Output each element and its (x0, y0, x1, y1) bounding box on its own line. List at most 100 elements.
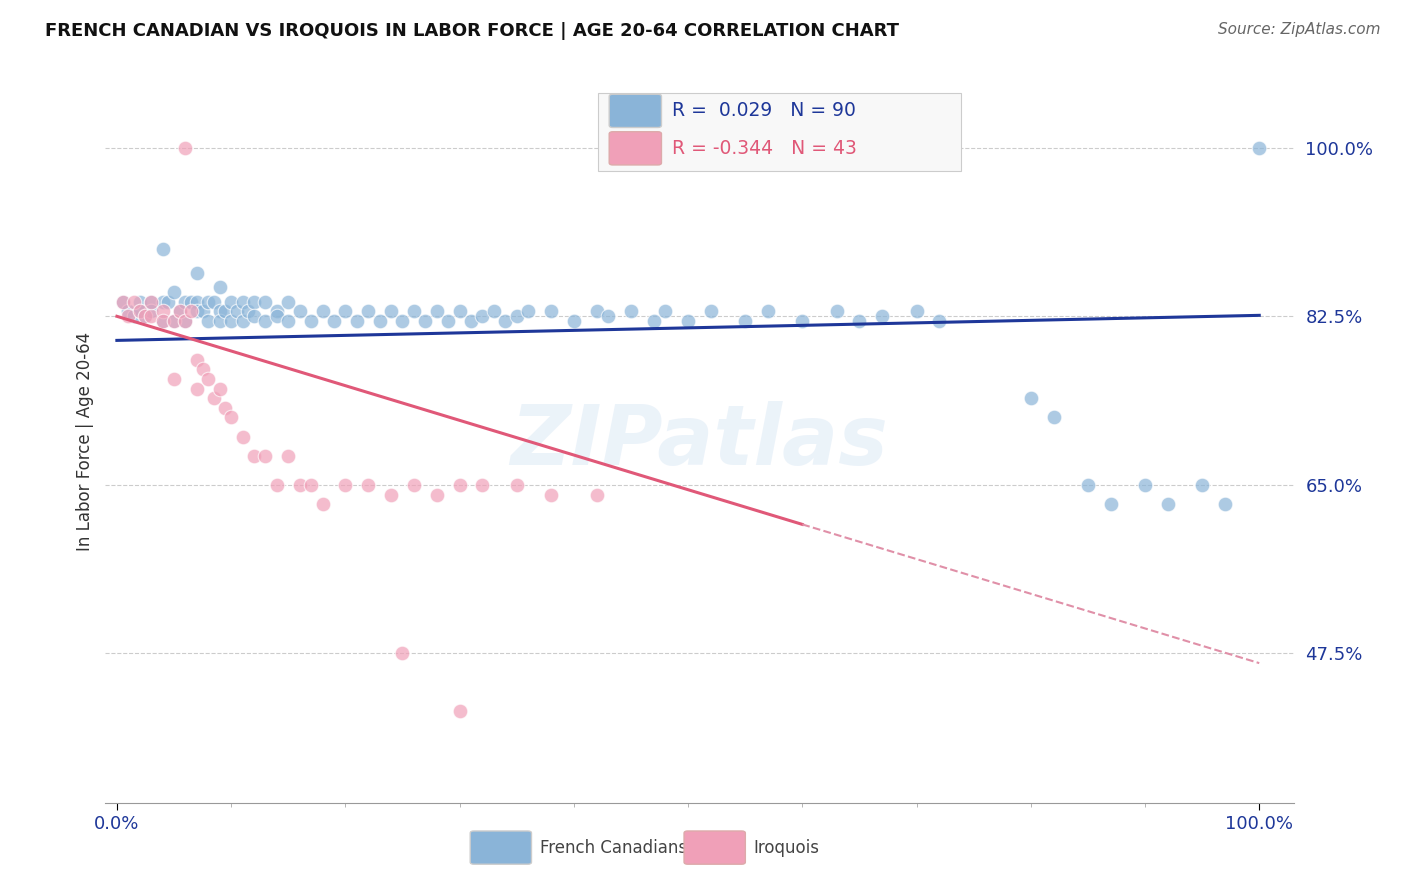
Point (585, 487, 607, 501)
Point (1157, 497, 1180, 511)
Point (311, 304, 333, 318)
Point (214, 401, 236, 415)
Point (506, 478, 529, 492)
Point (426, 487, 449, 501)
Point (734, 314, 756, 328)
Point (288, 304, 311, 318)
Point (471, 478, 494, 492)
Point (494, 314, 516, 328)
Point (1019, 391, 1042, 405)
Point (231, 294, 253, 309)
Point (266, 310, 288, 324)
Point (186, 304, 208, 318)
Point (346, 314, 368, 328)
Point (208, 382, 231, 396)
Point (825, 304, 848, 318)
Point (1042, 410, 1064, 425)
Point (169, 304, 191, 318)
Point (219, 410, 242, 425)
Point (180, 304, 202, 318)
Point (266, 304, 288, 318)
Point (277, 294, 299, 309)
Point (152, 314, 174, 328)
Point (540, 304, 562, 318)
Point (163, 285, 186, 300)
Point (380, 304, 402, 318)
Text: R = -0.344   N = 43: R = -0.344 N = 43 (672, 139, 858, 158)
Point (449, 304, 471, 318)
Point (756, 304, 779, 318)
Point (152, 314, 174, 328)
Point (620, 304, 643, 318)
Text: FRENCH CANADIAN VS IROQUOIS IN LABOR FORCE | AGE 20-64 CORRELATION CHART: FRENCH CANADIAN VS IROQUOIS IN LABOR FOR… (45, 22, 898, 40)
Text: R =  0.029   N = 90: R = 0.029 N = 90 (672, 102, 856, 120)
Point (180, 294, 202, 309)
Point (152, 294, 174, 309)
Point (174, 314, 197, 328)
Point (231, 314, 253, 328)
Point (197, 314, 219, 328)
Point (277, 449, 299, 463)
Point (214, 304, 236, 318)
Point (243, 449, 266, 463)
Point (380, 487, 402, 501)
Point (163, 314, 186, 328)
Point (676, 314, 699, 328)
Point (225, 304, 247, 318)
Text: Source: ZipAtlas.com: Source: ZipAtlas.com (1218, 22, 1381, 37)
Point (219, 314, 242, 328)
FancyBboxPatch shape (609, 95, 661, 128)
Point (1099, 497, 1122, 511)
Point (700, 304, 723, 318)
Point (117, 310, 139, 324)
Point (254, 294, 277, 309)
Point (357, 304, 380, 318)
Point (208, 314, 231, 328)
Point (254, 314, 277, 328)
Point (1213, 497, 1236, 511)
Point (426, 304, 449, 318)
Point (596, 310, 619, 324)
FancyBboxPatch shape (599, 93, 960, 170)
Point (391, 647, 413, 661)
Text: French Canadians: French Canadians (540, 838, 688, 856)
Point (208, 304, 231, 318)
Point (254, 449, 277, 463)
Point (174, 294, 197, 309)
Point (111, 294, 134, 309)
Point (122, 310, 145, 324)
Point (197, 372, 219, 386)
Point (1077, 478, 1099, 492)
FancyBboxPatch shape (685, 831, 745, 864)
Point (186, 294, 208, 309)
Text: ZIPatlas: ZIPatlas (510, 401, 889, 482)
Point (191, 362, 214, 376)
Point (1249, 141, 1271, 155)
Point (1191, 478, 1213, 492)
Point (157, 294, 180, 309)
Point (357, 478, 380, 492)
Point (134, 310, 156, 324)
Point (134, 310, 156, 324)
Point (163, 372, 186, 386)
Point (191, 304, 214, 318)
Point (585, 304, 607, 318)
Point (243, 310, 266, 324)
Point (322, 314, 346, 328)
Point (277, 314, 299, 328)
Point (141, 304, 162, 318)
Point (174, 141, 197, 155)
Point (128, 304, 150, 318)
Point (643, 314, 665, 328)
Point (870, 310, 894, 324)
Point (128, 294, 150, 309)
Point (562, 314, 585, 328)
Point (449, 478, 471, 492)
Point (335, 478, 357, 492)
Point (141, 294, 162, 309)
Point (238, 304, 260, 318)
Point (506, 310, 529, 324)
Point (311, 497, 333, 511)
Point (111, 294, 134, 309)
Point (517, 304, 540, 318)
